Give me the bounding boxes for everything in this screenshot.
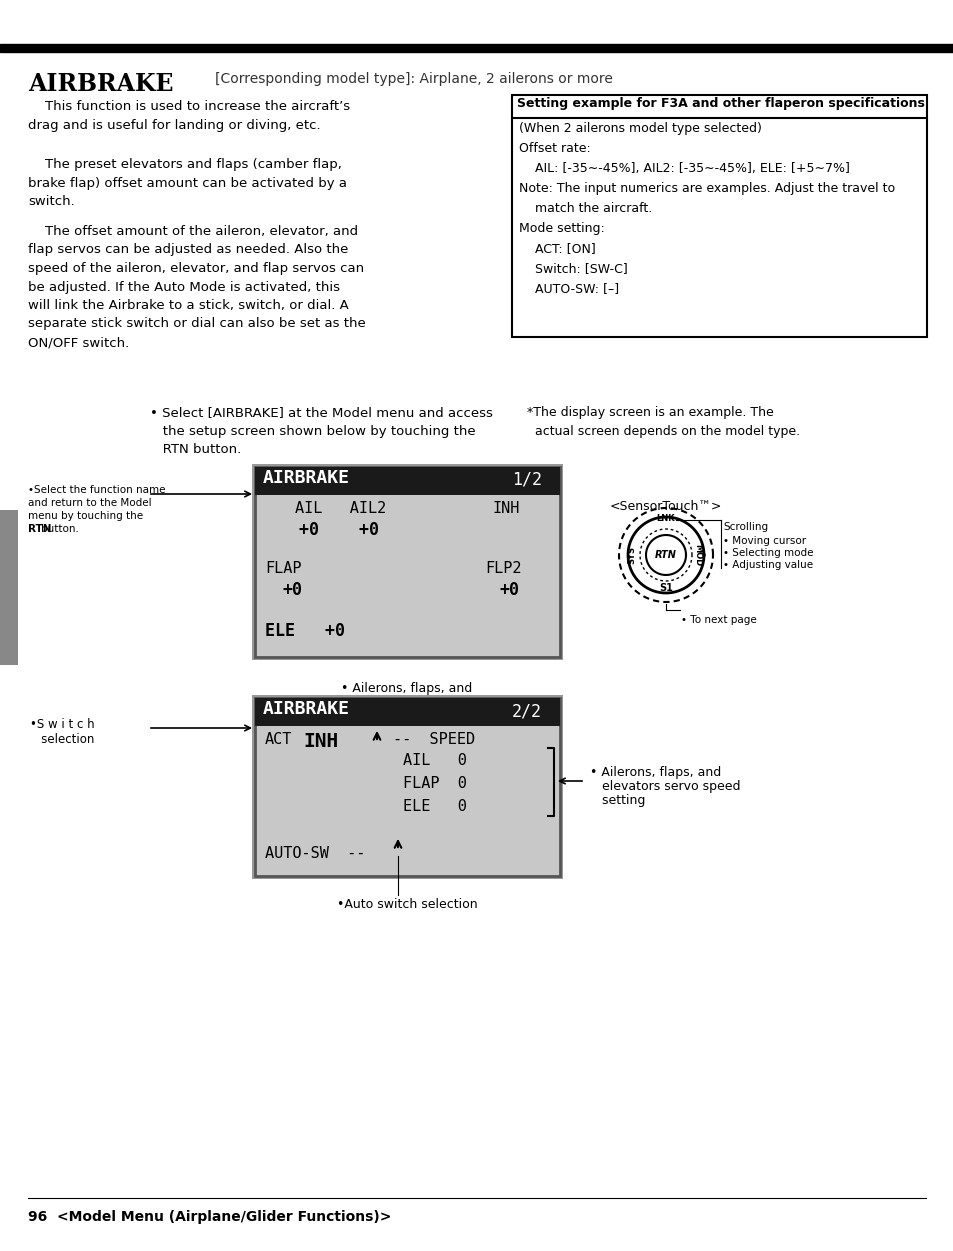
Text: button.: button. (28, 524, 79, 534)
Text: Switch: [SW-C]: Switch: [SW-C] (518, 261, 627, 275)
Text: AIL   0: AIL 0 (402, 753, 466, 768)
Text: +0: +0 (283, 580, 303, 599)
Text: • Ailerons, flaps, and: • Ailerons, flaps, and (589, 766, 720, 779)
Bar (0, 44, 953, 53)
Text: INH: INH (492, 500, 519, 515)
Text: ACT: ACT (265, 732, 292, 747)
Text: • Adjusting value: • Adjusting value (722, 560, 812, 570)
Text: •Select the function name: •Select the function name (28, 485, 165, 495)
Text: RTN: RTN (655, 550, 677, 560)
Text: <SensorTouch™>: <SensorTouch™> (609, 500, 721, 513)
Text: • Select [AIRBRAKE] at the Model menu and access
   the setup screen shown below: • Select [AIRBRAKE] at the Model menu an… (150, 407, 493, 457)
Text: elevators servo speed: elevators servo speed (589, 781, 740, 793)
Bar (254, 467, 559, 495)
Text: selection: selection (30, 733, 94, 746)
Text: RTN: RTN (28, 524, 51, 534)
Text: *The display screen is an example. The
  actual screen depends on the model type: *The display screen is an example. The a… (526, 407, 800, 438)
Text: AUTO-SW  --: AUTO-SW -- (265, 846, 365, 861)
Text: +0    +0: +0 +0 (298, 520, 378, 539)
Text: match the aircraft.: match the aircraft. (518, 201, 652, 215)
Text: • Ailerons, flaps, and: • Ailerons, flaps, and (341, 682, 472, 696)
Text: (When 2 ailerons model type selected): (When 2 ailerons model type selected) (518, 123, 761, 135)
Text: •S w i t c h: •S w i t c h (30, 718, 94, 731)
Text: Mode setting:: Mode setting: (518, 221, 604, 235)
Bar (254, 698, 559, 726)
Text: INH: INH (303, 732, 338, 751)
Text: menu by touching the: menu by touching the (28, 510, 143, 520)
Text: setting: setting (589, 794, 644, 807)
Text: ACT: [ON]: ACT: [ON] (518, 241, 595, 255)
Text: AIL   AIL2: AIL AIL2 (294, 500, 386, 515)
Bar (0, 510, 18, 666)
Text: FLAP  0: FLAP 0 (402, 776, 466, 791)
Text: SYS: SYS (627, 545, 636, 564)
Text: FLAP: FLAP (265, 560, 301, 575)
Text: [Corresponding model type]: Airplane, 2 ailerons or more: [Corresponding model type]: Airplane, 2 … (214, 73, 612, 86)
Bar (252, 464, 562, 661)
Text: AIRBRAKE: AIRBRAKE (28, 73, 173, 96)
Text: +0: +0 (499, 580, 519, 599)
Text: This function is used to increase the aircraft’s
drag and is useful for landing : This function is used to increase the ai… (28, 100, 350, 131)
Text: FLP2: FLP2 (484, 560, 521, 575)
Text: • To next page: • To next page (680, 615, 756, 626)
Text: LNK: LNK (656, 514, 675, 523)
Bar (512, 95, 926, 337)
Text: --  SPEED: -- SPEED (393, 732, 475, 747)
Text: 96  <Model Menu (Airplane/Glider Functions)>: 96 <Model Menu (Airplane/Glider Function… (28, 1210, 391, 1223)
Bar (252, 696, 562, 879)
Text: AIL: [-35∼-45%], AIL2: [-35∼-45%], ELE: [+5∼7%]: AIL: [-35∼-45%], AIL2: [-35∼-45%], ELE: … (518, 161, 849, 175)
Text: AIRBRAKE: AIRBRAKE (263, 469, 350, 487)
Text: Setting example for F3A and other flaperon specifications: Setting example for F3A and other flaper… (517, 98, 923, 110)
Text: The offset amount of the aileron, elevator, and
flap servos can be adjusted as n: The offset amount of the aileron, elevat… (28, 225, 365, 349)
Text: and return to the Model: and return to the Model (28, 498, 152, 508)
Text: AUTO-SW: [–]: AUTO-SW: [–] (518, 281, 618, 295)
Text: Note: The input numerics are examples. Adjust the travel to: Note: The input numerics are examples. A… (518, 181, 894, 195)
Text: 2/2: 2/2 (512, 702, 541, 721)
Text: Offset rate:: Offset rate: (518, 143, 590, 155)
Text: 1/2: 1/2 (512, 470, 541, 489)
Text: • Moving cursor: • Moving cursor (722, 535, 805, 545)
Bar (254, 698, 559, 876)
Text: •Auto switch selection: •Auto switch selection (336, 898, 476, 911)
Bar (254, 467, 559, 657)
Text: • Selecting mode: • Selecting mode (722, 548, 813, 558)
Text: S1: S1 (659, 583, 672, 593)
Text: MOD: MOD (693, 544, 701, 567)
Text: ELE   0: ELE 0 (402, 799, 466, 814)
Text: The preset elevators and flaps (camber flap,
brake flap) offset amount can be ac: The preset elevators and flaps (camber f… (28, 158, 347, 208)
Text: Scrolling: Scrolling (722, 522, 767, 532)
Text: elevators offset rate: elevators offset rate (337, 696, 476, 709)
Text: AIRBRAKE: AIRBRAKE (263, 701, 350, 718)
Text: ELE   +0: ELE +0 (265, 622, 345, 641)
